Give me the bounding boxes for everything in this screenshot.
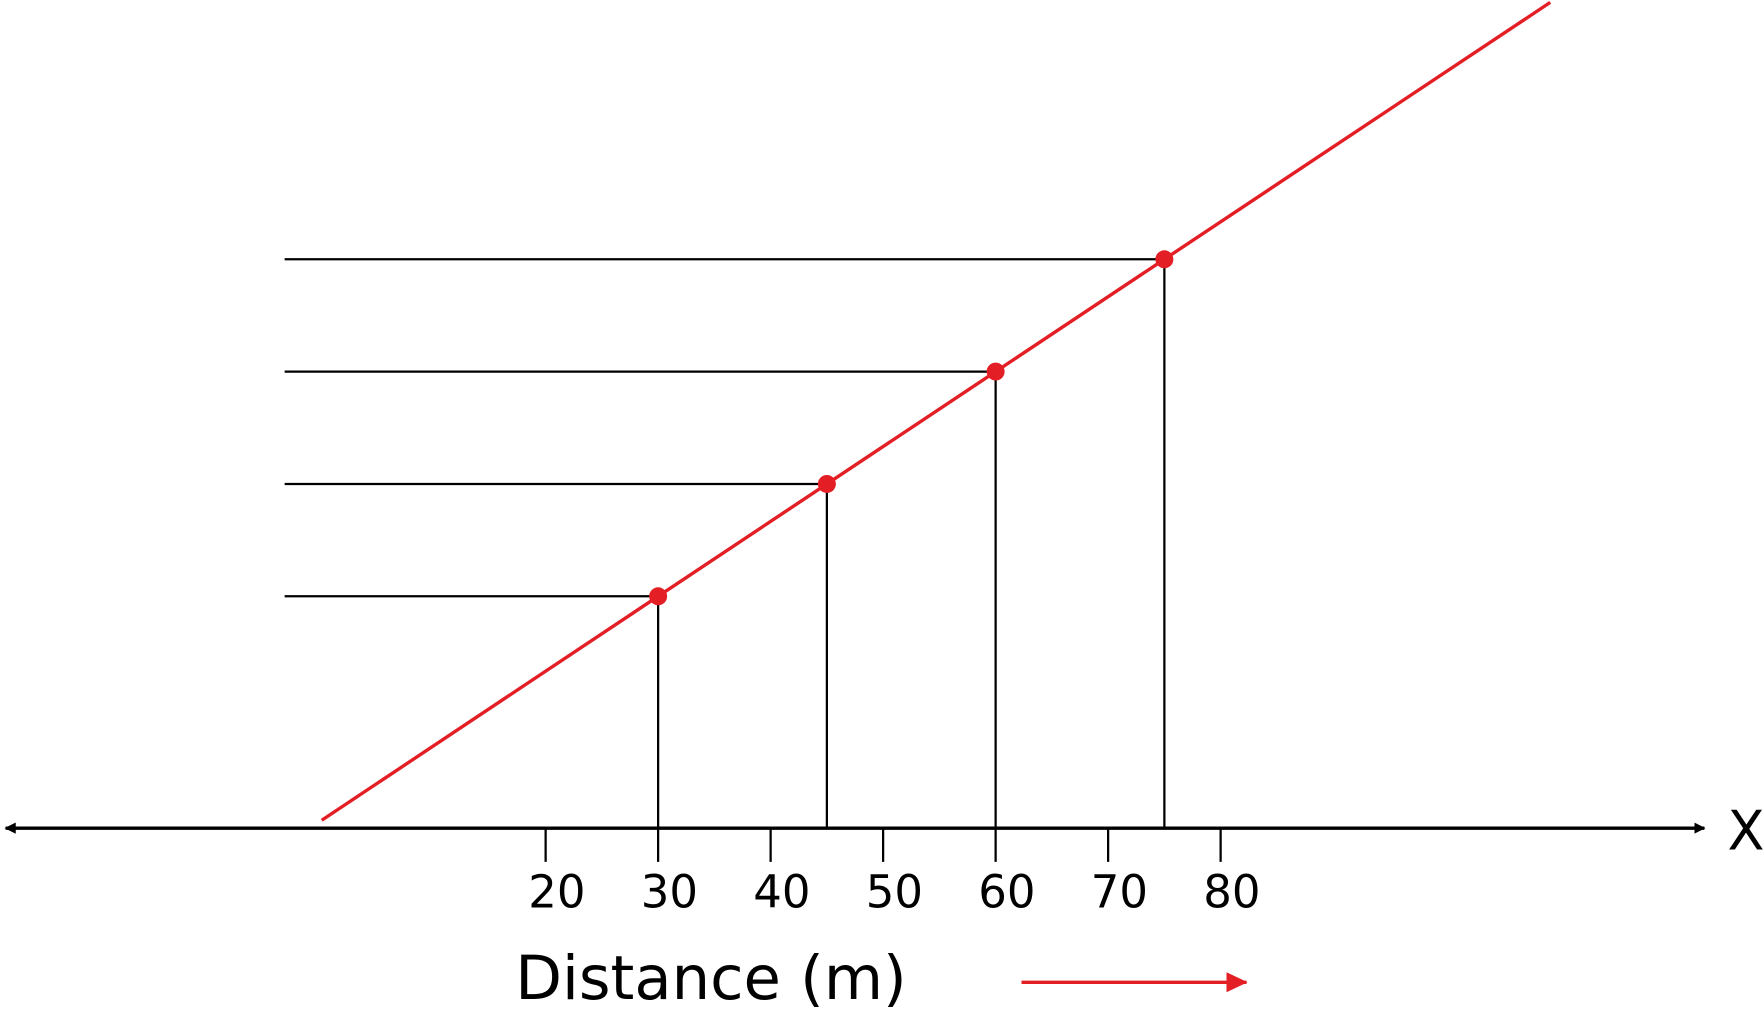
data-point xyxy=(817,474,836,493)
x-tick-label: 70 xyxy=(1091,866,1148,919)
x-tick-label: 50 xyxy=(866,866,923,919)
x-tick-label: 20 xyxy=(528,866,585,919)
data-point xyxy=(1155,250,1174,269)
x-axis-label: Distance (m) xyxy=(515,944,907,1014)
x-tick-label: 80 xyxy=(1203,866,1260,919)
data-point xyxy=(649,587,668,606)
x-tick-label: 30 xyxy=(641,866,698,919)
data-point xyxy=(986,362,1005,381)
axis-name: X xyxy=(1728,800,1764,863)
fit-line xyxy=(320,0,1552,822)
x-tick-label: 40 xyxy=(753,866,810,919)
x-tick-label: 60 xyxy=(978,866,1035,919)
